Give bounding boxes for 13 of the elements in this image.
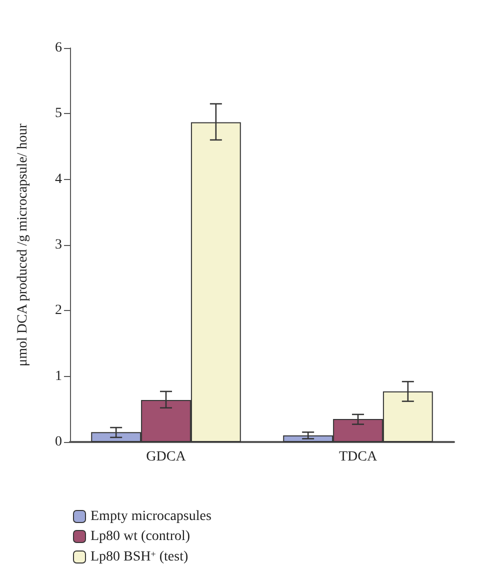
y-tick-label: 1 xyxy=(55,368,62,384)
y-tick-label: 4 xyxy=(55,172,62,187)
y-axis-title: μmol DCA produced /g microcapsule/ hour xyxy=(16,123,30,366)
y-tick-label: 0 xyxy=(55,434,62,450)
legend-label: Empty microcapsules xyxy=(90,509,212,524)
legend-label: Lp80 wt (control) xyxy=(90,529,190,544)
y-tick-label: 6 xyxy=(55,40,62,56)
y-tick-label: 3 xyxy=(55,238,62,252)
y-tick-label: 2 xyxy=(55,303,62,318)
y-tick-label: 5 xyxy=(55,106,62,122)
legend-label: Lp80 BSH+ (test) xyxy=(90,549,188,564)
x-tick-label: GDCA xyxy=(146,450,187,464)
x-tick-label: TDCA xyxy=(338,450,378,464)
